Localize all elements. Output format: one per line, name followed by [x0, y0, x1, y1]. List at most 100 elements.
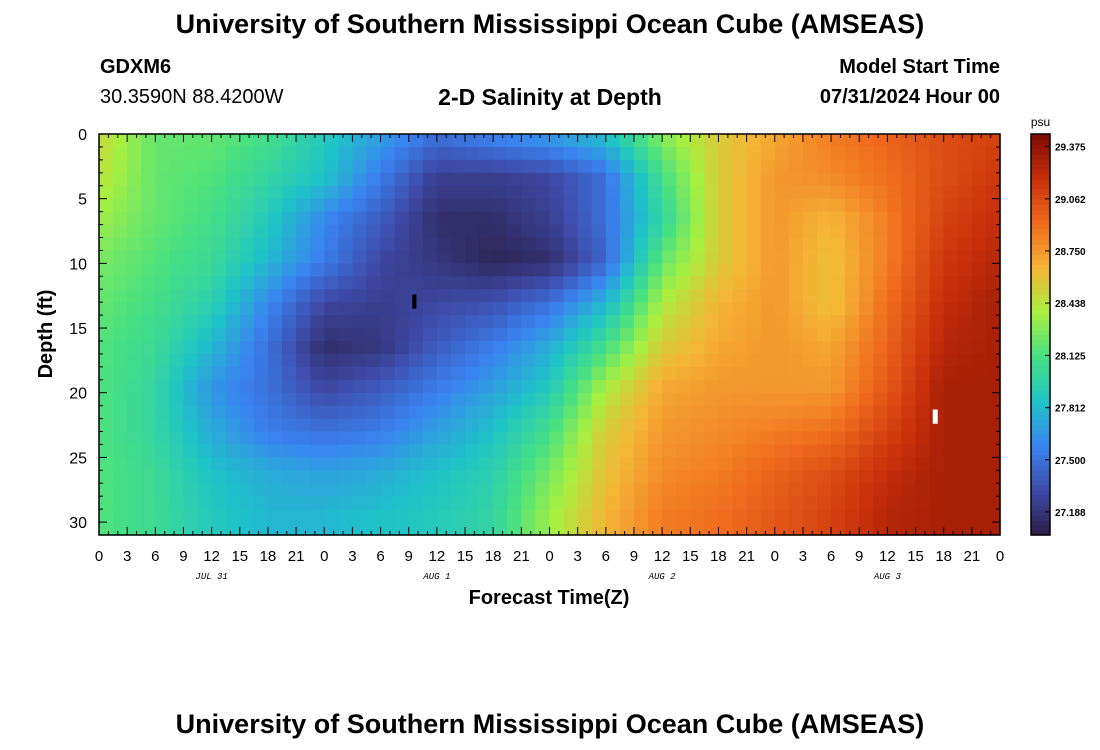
heatmap-cell	[971, 340, 987, 355]
heatmap-cell	[591, 276, 607, 290]
heatmap-cell	[732, 146, 748, 161]
heatmap-cell	[465, 509, 480, 523]
heatmap-cell	[831, 302, 846, 316]
heatmap-cell	[563, 237, 579, 252]
heatmap-cell	[436, 379, 452, 394]
heatmap-cell	[690, 470, 705, 484]
heatmap-cell	[310, 159, 325, 174]
heatmap-cell	[774, 315, 790, 329]
heatmap-cell	[845, 483, 860, 497]
heatmap-cell	[605, 328, 621, 342]
heatmap-cell	[662, 198, 677, 213]
heatmap-cell	[408, 418, 424, 433]
heatmap-cell	[563, 392, 579, 407]
heatmap-cell	[676, 353, 691, 368]
heatmap-cell	[633, 483, 649, 497]
heatmap-cell	[436, 444, 452, 458]
heatmap-cell	[155, 418, 170, 433]
heatmap-cell	[591, 522, 607, 536]
x-tick-label: 0	[771, 548, 779, 565]
heatmap-cell	[774, 392, 790, 407]
heatmap-cell	[141, 470, 156, 484]
heatmap-cell	[169, 315, 185, 329]
heatmap-cell	[422, 522, 438, 536]
heatmap-cell	[915, 328, 931, 342]
heatmap-cell	[408, 159, 424, 174]
heatmap-cell	[310, 211, 325, 226]
heatmap-cell	[479, 263, 494, 277]
heatmap-cell	[535, 328, 551, 342]
heatmap-cell	[957, 159, 973, 174]
heatmap-cell	[282, 418, 297, 433]
heatmap-cell	[957, 146, 973, 161]
heatmap-cell	[605, 405, 621, 420]
heatmap-cell	[549, 211, 565, 226]
heatmap-cell	[774, 224, 790, 239]
heatmap-cell	[450, 172, 466, 187]
heatmap-cell	[211, 405, 227, 420]
heatmap-cell	[901, 353, 917, 368]
colorbar-segment	[1031, 324, 1050, 331]
heatmap-cell	[760, 522, 776, 536]
heatmap-cell	[155, 185, 170, 200]
heatmap-cell	[465, 185, 480, 200]
heatmap-cell	[887, 379, 903, 394]
heatmap-cell	[971, 457, 987, 471]
heatmap-cell	[971, 185, 987, 200]
heatmap-cell	[169, 366, 185, 381]
heatmap-cell	[845, 522, 860, 536]
heatmap-cell	[310, 444, 325, 458]
heatmap-cell	[493, 185, 508, 200]
heatmap-cell	[901, 211, 917, 226]
heatmap-cell	[816, 146, 832, 161]
heatmap-cell	[366, 185, 382, 200]
colorbar-segment	[1031, 229, 1050, 235]
heatmap-cell	[422, 509, 438, 523]
heatmap-cell	[521, 224, 537, 239]
heatmap-cell	[380, 353, 396, 368]
heatmap-cell	[802, 340, 818, 355]
heatmap-cell	[99, 237, 114, 252]
heatmap-cell	[422, 353, 438, 368]
heatmap-cell	[296, 457, 311, 471]
heatmap-cell	[648, 185, 663, 200]
heatmap-cell	[99, 250, 114, 264]
heatmap-cell	[957, 276, 973, 290]
heatmap-cell	[633, 353, 649, 368]
heatmap-cell	[324, 444, 339, 458]
heatmap-cell	[155, 289, 170, 303]
heatmap-cell	[253, 444, 269, 458]
heatmap-cell	[408, 392, 424, 407]
heatmap-cell	[465, 405, 480, 420]
heatmap-cell	[774, 366, 790, 381]
heatmap-cell	[633, 302, 649, 316]
heatmap-cell	[957, 302, 973, 316]
heatmap-cell	[774, 379, 790, 394]
heatmap-cell	[535, 366, 551, 381]
heatmap-cell	[324, 379, 339, 394]
heatmap-cell	[155, 237, 170, 252]
heatmap-cell	[169, 185, 185, 200]
heatmap-cell	[422, 483, 438, 497]
heatmap-cell	[957, 315, 973, 329]
heatmap-cell	[901, 340, 917, 355]
heatmap-cell	[901, 302, 917, 316]
colorbar-tick-label: 27.188	[1055, 508, 1086, 519]
heatmap-cell	[633, 509, 649, 523]
heatmap-cell	[718, 302, 734, 316]
heatmap-cell	[450, 470, 466, 484]
heatmap-cell	[718, 418, 734, 433]
colorbar-segment	[1031, 269, 1050, 275]
heatmap-cell	[845, 431, 860, 446]
heatmap-cell	[605, 418, 621, 433]
colorbar-segment	[1031, 239, 1050, 245]
heatmap-cell	[380, 134, 396, 148]
heatmap-cell	[99, 353, 114, 368]
heatmap-cell	[816, 237, 832, 252]
salinity-chart: 0 3 6 9 12 15 18 21 0 3 6 9 12 15 18 21 0 3 6 9 12 15 18 21 0 3 6 9…	[35, 115, 1086, 609]
heatmap-cell	[521, 431, 537, 446]
heatmap-cell	[99, 366, 114, 381]
heatmap-cell	[310, 198, 325, 213]
heatmap-cell	[633, 185, 649, 200]
heatmap-cell	[760, 418, 776, 433]
